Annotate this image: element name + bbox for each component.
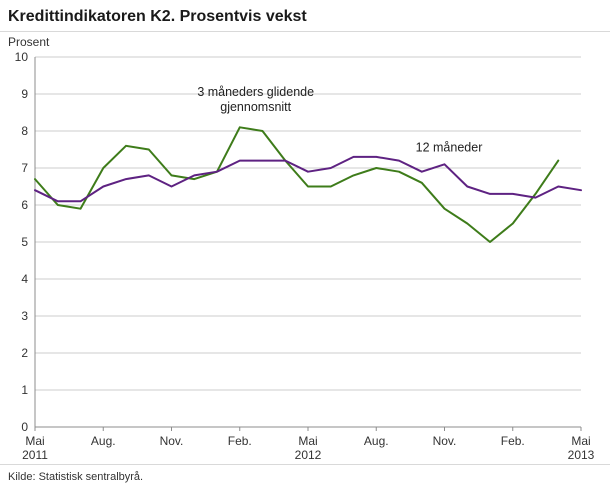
x-tick-label-5: Aug.	[364, 434, 389, 448]
x-tick-label-0: Mai	[25, 434, 44, 448]
y-tick-label-3: 3	[21, 309, 28, 323]
x-tick-year-label-8: 2013	[568, 448, 595, 462]
y-tick-label-4: 4	[21, 272, 28, 286]
x-tick-year-label-4: 2012	[295, 448, 322, 462]
chart-footer: Kilde: Statistisk sentralbyrå.	[0, 464, 610, 483]
y-tick-label-0: 0	[21, 420, 28, 434]
y-tick-label-7: 7	[21, 161, 28, 175]
y-tick-label-9: 9	[21, 87, 28, 101]
x-tick-label-1: Aug.	[91, 434, 116, 448]
y-tick-label-2: 2	[21, 346, 28, 360]
x-tick-label-4: Mai	[298, 434, 317, 448]
y-axis-unit-label: Prosent	[8, 35, 50, 49]
series-annotation-1-line-0: 12 måneder	[416, 140, 483, 154]
y-tick-label-5: 5	[21, 235, 28, 249]
series-line-0	[34, 126, 560, 243]
series-annotation-0-line-1: gjennomsnitt	[220, 100, 291, 114]
x-tick-label-6: Nov.	[433, 434, 457, 448]
y-tick-label-6: 6	[21, 198, 28, 212]
y-tick-label-1: 1	[21, 383, 28, 397]
chart-title: Kredittindikatoren K2. Prosentvis vekst	[8, 8, 307, 25]
x-tick-label-8: Mai	[571, 434, 590, 448]
x-tick-label-7: Feb.	[501, 434, 525, 448]
source-text: Kilde: Statistisk sentralbyrå.	[8, 471, 144, 483]
y-tick-label-10: 10	[15, 50, 29, 64]
series-line-1	[34, 155, 582, 203]
x-tick-year-label-0: 2011	[22, 448, 48, 462]
x-tick-label-3: Feb.	[228, 434, 252, 448]
y-tick-label-8: 8	[21, 124, 28, 138]
chart-header: Kredittindikatoren K2. Prosentvis vekst	[0, 0, 610, 32]
x-tick-label-2: Nov.	[160, 434, 184, 448]
series-annotation-0-line-0: 3 måneders glidende	[197, 85, 314, 99]
